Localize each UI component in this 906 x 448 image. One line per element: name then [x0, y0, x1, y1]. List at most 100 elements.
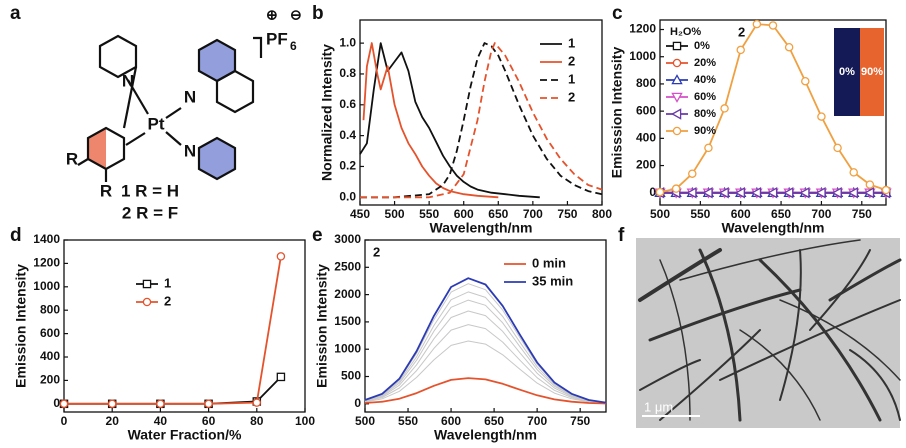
fibers	[638, 239, 902, 422]
legend-label: 60%	[694, 91, 716, 103]
panel-label: b	[312, 3, 324, 24]
scale-bar-label: 1 μm	[644, 399, 673, 414]
legend-label: 2	[568, 53, 575, 68]
legend-label: 80%	[694, 108, 716, 120]
legend-label: 1	[568, 35, 575, 50]
shading	[88, 128, 106, 170]
marker	[704, 143, 713, 153]
bond	[77, 158, 89, 166]
series-line	[364, 324, 607, 404]
y-tick-label: 0	[354, 396, 361, 410]
fiber	[648, 288, 802, 342]
x-tick-label: 650	[488, 207, 508, 221]
y-tick-label: 1500	[334, 314, 361, 328]
marker	[276, 252, 286, 261]
atom: R	[100, 181, 112, 200]
y-tick-label: 800	[40, 302, 60, 316]
charge: ⊖	[290, 7, 302, 23]
atom: N	[122, 71, 134, 90]
marker	[736, 45, 745, 55]
shading	[199, 138, 235, 179]
ring	[215, 69, 255, 114]
marker	[833, 143, 842, 153]
x-tick-label: 700	[527, 414, 547, 428]
marker	[801, 76, 810, 86]
series-line	[362, 42, 499, 199]
plot-frame	[359, 19, 603, 206]
x-tick-label: 600	[441, 414, 461, 428]
marker	[784, 42, 794, 52]
y-tick-label: 1400	[33, 232, 60, 246]
x-axis-label: Wavelength/nm	[722, 220, 825, 236]
marker	[847, 187, 858, 199]
inset-label: 90%	[861, 66, 883, 78]
marker	[142, 297, 152, 307]
series-line	[364, 283, 607, 404]
marker	[768, 21, 778, 30]
x-tick-label: 700	[811, 207, 831, 221]
marker	[671, 92, 683, 103]
x-tick-label: 750	[557, 207, 577, 221]
marker	[799, 187, 810, 199]
x-axis-label: Water Fraction/%	[128, 427, 242, 443]
marker	[863, 187, 875, 199]
atom: N	[184, 87, 196, 106]
marker	[672, 126, 682, 136]
y-tick-label: 0.8	[339, 66, 356, 80]
plot-frame	[364, 239, 607, 413]
bond	[165, 131, 182, 146]
atom: Pt	[148, 114, 165, 133]
plot-frame	[659, 19, 887, 206]
legend-label: 20%	[694, 57, 716, 69]
fiber	[779, 249, 802, 401]
series-line	[64, 256, 282, 405]
y-tick-label: 500	[341, 369, 361, 383]
marker	[767, 187, 778, 199]
marker	[817, 112, 826, 121]
y-axis-label: Normalized Intensity	[319, 44, 335, 181]
x-tick-label: 100	[295, 414, 315, 428]
x-tick-label: 650	[484, 414, 504, 428]
y-axis-label: Emission Intensity	[314, 264, 330, 388]
x-tick-label: 450	[350, 207, 370, 221]
marker	[815, 187, 826, 199]
fiber	[638, 248, 722, 302]
marker	[702, 187, 713, 199]
y-tick-label: 0.4	[339, 128, 356, 142]
x-tick-label: 750	[852, 207, 872, 221]
marker	[655, 187, 665, 197]
y-tick-label: 200	[636, 158, 656, 172]
shading	[199, 40, 235, 81]
y-tick-label: 1000	[334, 341, 361, 355]
x-tick-label: 0	[61, 414, 68, 428]
bond	[165, 107, 182, 119]
ring	[197, 136, 237, 181]
legend-label: 90%	[694, 125, 716, 137]
y-tick-label: 1200	[33, 256, 60, 270]
series-line	[360, 42, 603, 199]
panel-label: c	[612, 3, 623, 24]
marker	[752, 19, 762, 29]
marker	[276, 372, 286, 382]
y-tick-label: 200	[40, 373, 60, 387]
fiber	[809, 249, 871, 331]
inset-photo	[860, 28, 884, 116]
marker	[718, 187, 729, 199]
legend-label: 0 min	[532, 255, 566, 270]
marker	[881, 185, 891, 195]
series-line	[364, 310, 607, 404]
atom: N	[184, 141, 196, 160]
x-tick-label: 80	[250, 414, 264, 428]
atom: R	[66, 149, 78, 168]
marker	[734, 187, 745, 199]
bracket	[253, 36, 263, 58]
fiber	[719, 299, 901, 381]
series-line	[364, 291, 607, 404]
x-axis-label: Wavelength/nm	[434, 427, 537, 443]
x-tick-label: 550	[690, 207, 710, 221]
y-tick-label: 600	[636, 103, 656, 117]
marker	[671, 74, 683, 85]
y-tick-label: 3000	[334, 232, 361, 246]
marker	[672, 58, 682, 68]
y-tick-label: 2000	[334, 287, 361, 301]
